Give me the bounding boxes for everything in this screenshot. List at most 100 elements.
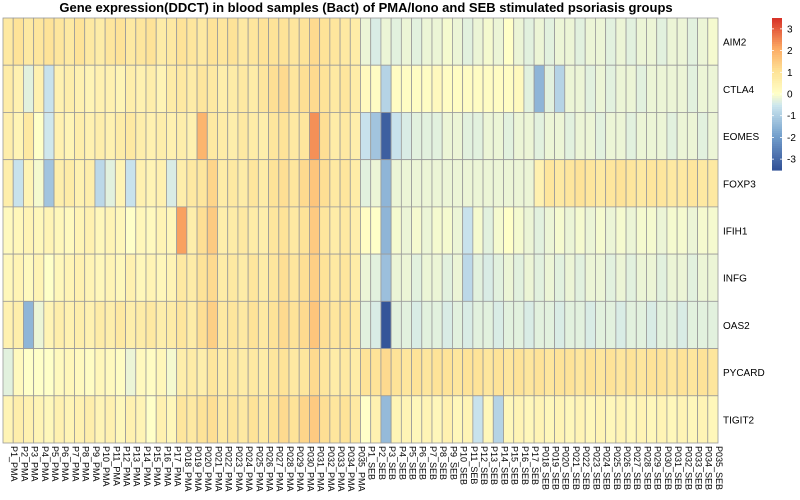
heatmap-cell-EOMES-P17_PMA: [166, 112, 178, 161]
heatmap-cell-FOXP3-P035_SEB: [707, 159, 719, 208]
colorbar-tick-label: 2: [787, 46, 793, 57]
heatmap-cell-EOMES-P14_SEB: [492, 112, 504, 161]
heatmap-cell-TIGIT2-P11_SEB: [462, 395, 474, 444]
heatmap-cell-OAS2-P1_SEB: [360, 300, 372, 349]
heatmap-cell-PYCARD-P4_PMA: [33, 348, 45, 397]
heatmap-cell-CTLA4-P018_SEB: [533, 64, 545, 113]
colorbar-segment: [772, 52, 782, 56]
heatmap-cell-AIM2-P034_PMA: [339, 17, 351, 66]
heatmap-cell-EOMES-P11_PMA: [104, 112, 116, 161]
colorbar-segment: [772, 113, 782, 117]
heatmap-cell-INFG-P8_SEB: [431, 253, 443, 302]
heatmap-cell-FOXP3-P022_PMA: [217, 159, 229, 208]
colorbar-segment: [772, 54, 782, 58]
heatmap-cell-OAS2-P9_SEB: [441, 300, 453, 349]
heatmap-cell-TIGIT2-P026_SEB: [615, 395, 627, 444]
heatmap-cell-AIM2-P4_PMA: [33, 17, 45, 66]
heatmap-cell-INFG-P034_SEB: [697, 253, 709, 302]
heatmap-cell-INFG-P029_PMA: [288, 253, 300, 302]
heatmap-cell-EOMES-P020_SEB: [554, 112, 566, 161]
heatmap-cell-EOMES-P025_PMA: [247, 112, 259, 161]
heatmap-cell-OAS2-P022_SEB: [574, 300, 586, 349]
heatmap-cell-PYCARD-P029_SEB: [646, 348, 658, 397]
colorbar-segment: [772, 35, 782, 39]
heatmap-cell-EOMES-P14_PMA: [135, 112, 147, 161]
heatmap-cell-AIM2-P17_PMA: [166, 17, 178, 66]
heatmap-cell-PYCARD-P022_PMA: [217, 348, 229, 397]
colorbar-segment: [772, 107, 782, 110]
heatmap-cell-CTLA4-P15_PMA: [145, 64, 157, 113]
heatmap-cell-PYCARD-P8_PMA: [74, 348, 86, 397]
heatmap-cell-AIM2-P019_PMA: [186, 17, 198, 66]
heatmap-cell-IFIH1-P14_PMA: [135, 206, 147, 255]
heatmap-cell-OAS2-P14_SEB: [492, 300, 504, 349]
heatmap-cell-IFIH1-P032_SEB: [676, 206, 688, 255]
heatmap-cell-CTLA4-P5_PMA: [43, 64, 55, 113]
heatmap-cell-TIGIT2-P030_PMA: [298, 395, 310, 444]
heatmap-cell-INFG-P024_PMA: [237, 253, 249, 302]
heatmap-cell-FOXP3-P030_SEB: [656, 159, 668, 208]
heatmap-cell-FOXP3-P5_SEB: [400, 159, 412, 208]
heatmap-cell-TIGIT2-P035_SEB: [707, 395, 719, 444]
heatmap-cell-TIGIT2-P021_SEB: [564, 395, 576, 444]
heatmap-cell-INFG-P11_SEB: [462, 253, 474, 302]
heatmap-cell-PYCARD-P030_PMA: [298, 348, 310, 397]
heatmap-cell-AIM2-P024_SEB: [595, 17, 607, 66]
colorbar-segment: [772, 18, 782, 21]
heatmap-cell-AIM2-P026_SEB: [615, 17, 627, 66]
heatmap-cell-AIM2-P6_SEB: [411, 17, 423, 66]
heatmap-cell-PYCARD-P5_SEB: [400, 348, 412, 397]
column-label-P8_PMA: P8_PMA: [81, 446, 91, 482]
colorbar-segment: [772, 61, 782, 65]
heatmap-cell-EOMES-P033_SEB: [686, 112, 698, 161]
heatmap-cell-IFIH1-P019_PMA: [186, 206, 198, 255]
heatmap-cell-OAS2-P14_PMA: [135, 300, 147, 349]
column-label-P031_PMA: P031_PMA: [316, 446, 326, 492]
colorbar-segment: [772, 159, 782, 162]
colorbar-segment: [772, 96, 782, 99]
heatmap-cell-AIM2-P16_PMA: [155, 17, 167, 66]
heatmap-cell-IFIH1-P023_PMA: [227, 206, 239, 255]
heatmap-cell-CTLA4-P2_SEB: [370, 64, 382, 113]
heatmap-cell-IFIH1-P11_PMA: [104, 206, 116, 255]
heatmap-cell-CTLA4-P033_SEB: [686, 64, 698, 113]
heatmap-cell-PYCARD-P13_SEB: [482, 348, 494, 397]
heatmap-cell-EOMES-P024_PMA: [237, 112, 249, 161]
heatmap-cell-FOXP3-P029_PMA: [288, 159, 300, 208]
colorbar-segment: [772, 100, 782, 104]
column-label-P021_PMA: P021_PMA: [213, 446, 223, 492]
heatmap-cell-INFG-P018_SEB: [533, 253, 545, 302]
heatmap-cell-FOXP3-P3_PMA: [23, 159, 35, 208]
heatmap-cell-PYCARD-P8_SEB: [431, 348, 443, 397]
heatmap-cell-OAS2-P9_PMA: [84, 300, 96, 349]
heatmap-cell-IFIH1-P028_PMA: [278, 206, 290, 255]
colorbar-tick-label: 0: [787, 90, 793, 101]
heatmap-cell-AIM2-P026_PMA: [257, 17, 269, 66]
column-label-P6_PMA: P6_PMA: [60, 446, 70, 482]
heatmap-cell-AIM2-P12_PMA: [114, 17, 126, 66]
heatmap-cell-INFG-P6_PMA: [53, 253, 65, 302]
heatmap-cell-EOMES-P019_PMA: [186, 112, 198, 161]
heatmap-cell-CTLA4-P10_PMA: [94, 64, 106, 113]
heatmap-cell-AIM2-P2_PMA: [12, 17, 24, 66]
heatmap-cell-FOXP3-P031_SEB: [666, 159, 678, 208]
heatmap-cell-OAS2-P10_SEB: [452, 300, 464, 349]
colorbar-segment: [772, 28, 782, 32]
heatmap-cell-INFG-P034_PMA: [339, 253, 351, 302]
colorbar-segment: [772, 41, 782, 45]
heatmap-cell-FOXP3-P12_PMA: [114, 159, 126, 208]
heatmap-cell-OAS2-P8_PMA: [74, 300, 86, 349]
heatmap-cell-TIGIT2-P027_PMA: [268, 395, 280, 444]
heatmap-cell-PYCARD-P024_SEB: [595, 348, 607, 397]
heatmap-cell-AIM2-P11_PMA: [104, 17, 116, 66]
heatmap-cell-CTLA4-P027_PMA: [268, 64, 280, 113]
heatmap-cell-TIGIT2-P16_PMA: [155, 395, 167, 444]
heatmap-cell-OAS2-P033_PMA: [329, 300, 341, 349]
heatmap-cell-IFIH1-P034_PMA: [339, 206, 351, 255]
heatmap-cell-PYCARD-P028_SEB: [635, 348, 647, 397]
heatmap-cell-IFIH1-P12_SEB: [472, 206, 484, 255]
heatmap-cell-PYCARD-P6_SEB: [411, 348, 423, 397]
column-label-P023_PMA: P023_PMA: [234, 446, 244, 492]
column-label-P029_SEB: P029_SEB: [653, 446, 663, 490]
heatmap-cell-CTLA4-P025_PMA: [247, 64, 259, 113]
